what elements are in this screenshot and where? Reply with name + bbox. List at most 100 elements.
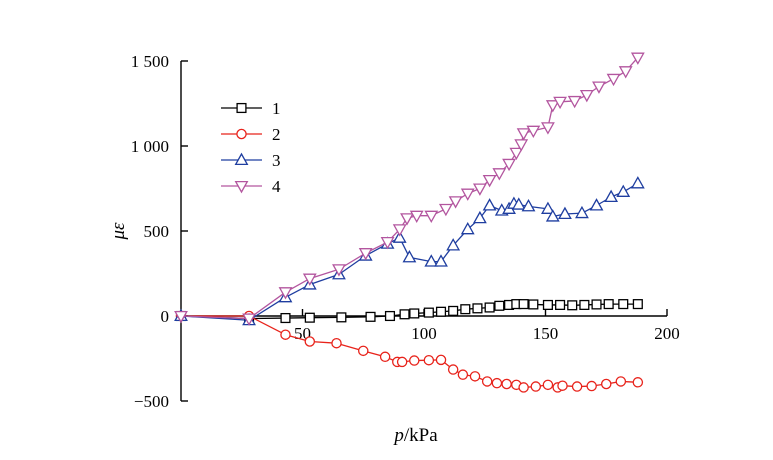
series-layer <box>174 52 645 393</box>
data-point <box>438 203 453 217</box>
data-point <box>603 299 614 310</box>
data-point <box>434 254 448 267</box>
data-point <box>396 356 408 368</box>
data-point <box>616 184 631 197</box>
data-point <box>392 230 407 243</box>
data-point <box>380 236 395 250</box>
data-point <box>236 128 247 140</box>
data-point <box>460 221 475 235</box>
data-point <box>511 197 526 210</box>
data-point <box>604 189 619 203</box>
data-point <box>392 224 407 237</box>
series-line <box>180 182 639 321</box>
y-tick-label: −500 <box>134 392 169 411</box>
series-line <box>181 315 638 389</box>
legend-item-4: 4 <box>221 177 281 196</box>
data-point <box>632 377 644 388</box>
data-point <box>384 310 396 322</box>
legend-label: 2 <box>272 125 281 144</box>
legend-label: 1 <box>272 99 281 118</box>
data-point <box>304 336 316 347</box>
data-point <box>526 125 541 139</box>
data-point <box>575 205 589 219</box>
data-point <box>332 264 346 277</box>
data-point <box>435 354 447 366</box>
data-point <box>448 305 459 316</box>
data-point <box>481 376 493 387</box>
data-point <box>586 380 597 392</box>
data-point <box>472 303 483 314</box>
data-point <box>630 52 645 65</box>
data-point <box>509 147 524 161</box>
data-point <box>542 379 554 391</box>
data-point <box>402 250 417 263</box>
data-point <box>518 299 529 310</box>
data-point <box>457 369 469 380</box>
data-point <box>358 248 373 261</box>
data-point <box>518 382 529 393</box>
data-point <box>492 168 507 181</box>
data-point <box>542 299 553 310</box>
series-4 <box>174 52 645 326</box>
data-point <box>502 158 516 172</box>
legend-item-1: 1 <box>221 99 281 118</box>
data-point <box>516 128 531 141</box>
data-point <box>528 299 539 310</box>
x-tick-label: 150 <box>533 324 559 343</box>
data-point <box>304 312 315 323</box>
data-point <box>409 308 420 319</box>
data-point <box>606 73 621 87</box>
data-point <box>399 309 410 320</box>
data-point <box>632 299 643 310</box>
x-tick-label: 100 <box>411 324 437 343</box>
data-point <box>541 201 555 214</box>
data-point <box>409 355 420 366</box>
data-point <box>557 380 568 391</box>
data-point <box>280 312 291 324</box>
data-point <box>482 198 497 211</box>
data-point <box>278 287 293 300</box>
data-point <box>545 100 560 113</box>
y-tick-label: 1 500 <box>131 52 169 71</box>
data-point <box>365 311 376 322</box>
data-point <box>494 300 505 311</box>
data-point <box>545 209 560 222</box>
data-point <box>302 273 317 286</box>
y-axis-title: με <box>108 222 129 241</box>
data-point <box>460 304 471 315</box>
data-point <box>618 299 629 310</box>
data-point <box>521 199 536 212</box>
legend-item-2: 2 <box>221 125 281 144</box>
series-2 <box>175 310 644 393</box>
y-tick-label: 500 <box>144 222 170 241</box>
data-point <box>331 337 342 349</box>
data-point <box>336 312 347 323</box>
y-tick-label: 0 <box>161 307 170 326</box>
data-point <box>514 139 529 152</box>
data-point <box>501 378 512 390</box>
data-point <box>424 210 439 224</box>
data-point <box>558 206 572 220</box>
data-point <box>174 310 188 324</box>
x-tick-label: 200 <box>654 324 680 343</box>
data-point <box>357 345 369 357</box>
data-point <box>424 254 439 267</box>
data-point <box>589 198 604 211</box>
data-point <box>469 371 481 382</box>
data-point <box>567 300 578 311</box>
data-point <box>379 351 391 363</box>
data-point <box>541 122 555 135</box>
data-point <box>592 81 606 94</box>
data-point <box>242 313 256 326</box>
y-tick-label: 1 000 <box>131 137 169 156</box>
data-point <box>630 176 645 189</box>
data-point <box>234 180 249 194</box>
data-point <box>571 381 583 392</box>
data-point <box>530 381 542 392</box>
x-axis-title: p/kPa <box>392 425 438 446</box>
legend-label: 3 <box>272 151 281 170</box>
data-point <box>236 102 247 114</box>
legend-label: 4 <box>272 177 281 196</box>
data-point <box>409 210 424 224</box>
